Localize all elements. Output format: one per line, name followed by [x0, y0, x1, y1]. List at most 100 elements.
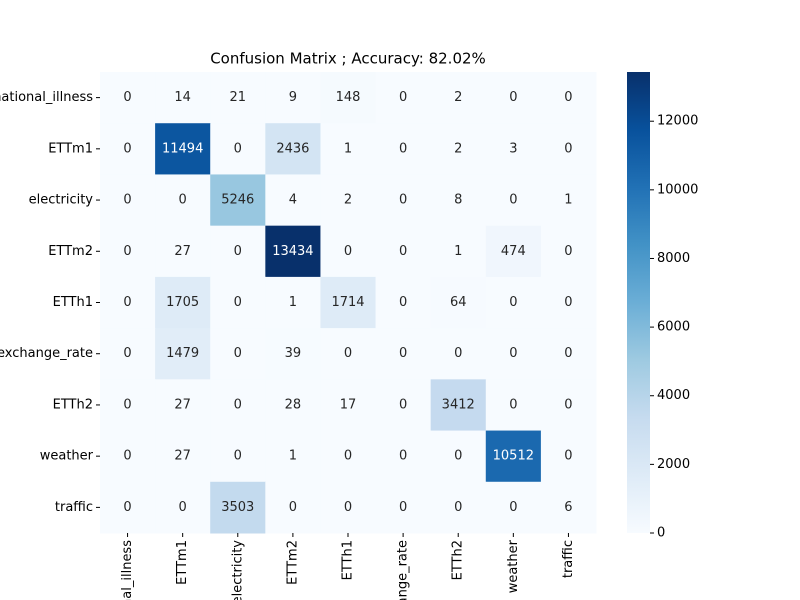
cell-label: 5246 [221, 193, 254, 208]
cell-label: 0 [344, 346, 352, 361]
cell [100, 123, 156, 175]
x-tick-label: electricity [230, 540, 245, 600]
cell-label: 0 [234, 141, 242, 156]
cell-label: 0 [454, 346, 462, 361]
cell-label: 27 [174, 244, 191, 259]
cell-label: 13434 [272, 244, 313, 259]
cell [320, 481, 377, 534]
cell-label: 0 [399, 500, 407, 515]
cell-label: 0 [399, 346, 407, 361]
colorbar-tick-label: 0 [657, 526, 665, 541]
cell [265, 174, 321, 227]
cell [485, 430, 542, 483]
x-tick-label: ETTm2 [285, 540, 300, 585]
cell-label: 2 [454, 90, 462, 105]
cell [375, 379, 432, 432]
y-tick-label: electricity [29, 193, 94, 208]
cell [485, 72, 542, 124]
cell-label: 0 [399, 141, 407, 156]
cell [155, 328, 211, 380]
cell-label: 0 [179, 500, 187, 515]
cell-label: 148 [336, 90, 361, 105]
cell [430, 481, 487, 534]
cell [320, 174, 377, 227]
cell [155, 379, 211, 432]
x-tick-label: ETTh2 [451, 540, 466, 580]
cell-label: 27 [174, 449, 191, 464]
cell-label: 27 [174, 397, 191, 412]
cell [430, 430, 487, 483]
cell [265, 225, 321, 278]
cell [100, 481, 156, 534]
y-tick-label: traffic [55, 500, 93, 515]
cell [540, 379, 597, 432]
cell-label: 1479 [166, 346, 199, 361]
y-tick-label: ETTm1 [48, 141, 93, 156]
cell-label: 14 [174, 90, 191, 105]
cell [155, 123, 211, 175]
cell-label: 0 [123, 295, 131, 310]
cell [320, 328, 377, 380]
cell-label: 0 [344, 500, 352, 515]
cell-label: 0 [399, 449, 407, 464]
cell [100, 328, 156, 380]
cell [485, 328, 542, 380]
x-tick-label: ETTm1 [175, 540, 190, 585]
cell-label: 0 [399, 90, 407, 105]
cell [375, 328, 432, 380]
cell [155, 276, 211, 329]
y-tick-label: ETTh1 [53, 295, 93, 310]
cell [210, 123, 266, 175]
chart-title: Confusion Matrix ; Accuracy: 82.02% [210, 50, 486, 68]
cell-label: 64 [450, 295, 467, 310]
cell-label: 0 [123, 193, 131, 208]
cell-label: 0 [509, 500, 517, 515]
cell-label: 0 [289, 500, 297, 515]
cell-label: 2436 [276, 141, 309, 156]
cell-label: 1 [454, 244, 462, 259]
cell-label: 1 [564, 193, 572, 208]
cell [430, 276, 487, 329]
cell [265, 276, 321, 329]
cell-label: 9 [289, 90, 297, 105]
cell [375, 430, 432, 483]
colorbar-tick-label: 4000 [657, 388, 690, 403]
cell-label: 21 [230, 90, 247, 105]
cell [540, 481, 597, 534]
cell [265, 328, 321, 380]
cell [265, 430, 321, 483]
cell-label: 0 [344, 244, 352, 259]
cell [485, 379, 542, 432]
cell-label: 0 [564, 141, 572, 156]
cell-label: 0 [399, 244, 407, 259]
cell-label: 10512 [493, 449, 534, 464]
cell-label: 0 [234, 397, 242, 412]
chart-body: Confusion Matrix ; Accuracy: 82.02% 0 14 2… [0, 50, 698, 600]
cell [540, 225, 597, 278]
cell-label: 39 [285, 346, 302, 361]
y-tick-label: ETTm2 [48, 244, 93, 259]
cell [485, 276, 542, 329]
cell-label: 0 [564, 244, 572, 259]
cell [100, 174, 156, 227]
cell-label: 17 [340, 397, 357, 412]
cell-label: 0 [399, 397, 407, 412]
cell [430, 328, 487, 380]
cell-label: 0 [564, 449, 572, 464]
cell-label: 3 [509, 141, 517, 156]
cell-label: 2 [344, 193, 352, 208]
cell [265, 481, 321, 534]
cell-label: 1 [289, 449, 297, 464]
cell [430, 123, 487, 175]
cell-label: 2 [454, 141, 462, 156]
cell [375, 123, 432, 175]
cell-label: 0 [564, 346, 572, 361]
cell [485, 481, 542, 534]
cell [540, 174, 597, 227]
cell-label: 1714 [331, 295, 364, 310]
cell [540, 276, 597, 329]
colorbar [627, 72, 650, 533]
cell [430, 72, 487, 124]
cell-label: 0 [509, 346, 517, 361]
